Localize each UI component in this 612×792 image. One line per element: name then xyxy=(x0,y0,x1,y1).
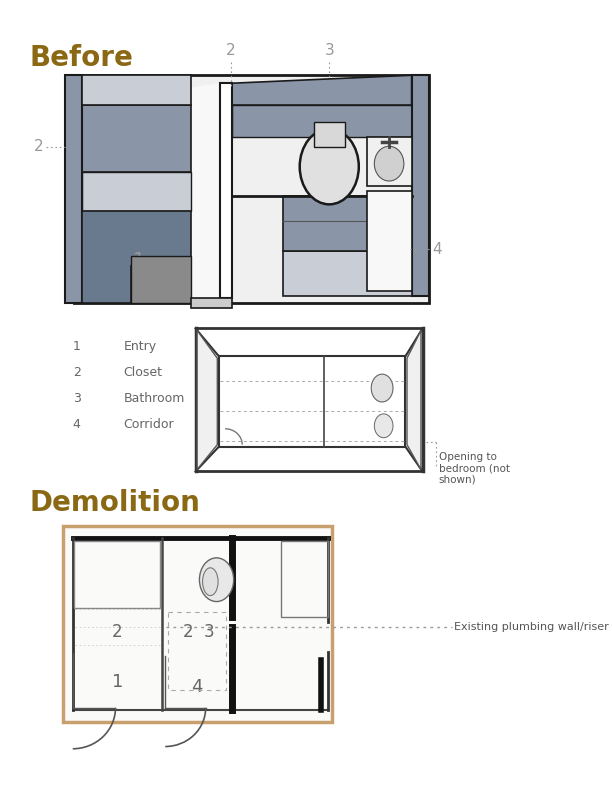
Polygon shape xyxy=(65,75,82,303)
Polygon shape xyxy=(82,172,191,211)
Polygon shape xyxy=(82,211,191,303)
Text: 2: 2 xyxy=(73,366,81,379)
Polygon shape xyxy=(412,75,429,295)
Text: 4: 4 xyxy=(192,678,203,696)
Polygon shape xyxy=(232,105,412,137)
Circle shape xyxy=(200,558,234,602)
Text: Entry: Entry xyxy=(123,341,157,353)
Polygon shape xyxy=(232,75,412,105)
Text: 4: 4 xyxy=(73,418,81,431)
Bar xyxy=(74,541,160,607)
Text: 2: 2 xyxy=(112,623,123,642)
Text: Corridor: Corridor xyxy=(123,418,174,431)
Polygon shape xyxy=(314,122,345,147)
Polygon shape xyxy=(65,75,429,303)
Bar xyxy=(281,541,327,618)
Text: Closet: Closet xyxy=(123,366,162,379)
Polygon shape xyxy=(82,83,220,301)
Text: Existing plumbing wall/riser: Existing plumbing wall/riser xyxy=(454,623,609,632)
Polygon shape xyxy=(283,196,412,251)
Circle shape xyxy=(375,414,393,438)
Text: 3: 3 xyxy=(73,392,81,405)
Text: 4: 4 xyxy=(432,242,441,257)
Text: Bathroom: Bathroom xyxy=(123,392,185,405)
Circle shape xyxy=(371,374,393,402)
Text: 3: 3 xyxy=(324,44,334,59)
Bar xyxy=(168,612,226,690)
Circle shape xyxy=(300,129,359,204)
Polygon shape xyxy=(367,137,412,186)
Text: 3: 3 xyxy=(203,623,214,642)
Polygon shape xyxy=(82,75,191,105)
Text: 2: 2 xyxy=(182,623,193,642)
Text: Demolition: Demolition xyxy=(30,489,201,517)
Polygon shape xyxy=(220,83,232,298)
Polygon shape xyxy=(283,251,412,295)
Ellipse shape xyxy=(375,147,404,181)
Text: Before: Before xyxy=(30,44,134,73)
Polygon shape xyxy=(407,330,421,470)
Polygon shape xyxy=(367,192,412,291)
Bar xyxy=(64,526,332,722)
Polygon shape xyxy=(191,298,232,307)
Ellipse shape xyxy=(203,568,218,596)
Polygon shape xyxy=(131,256,191,303)
Text: 2: 2 xyxy=(226,44,236,59)
Text: Opening to
bedroom (not
shown): Opening to bedroom (not shown) xyxy=(439,451,510,485)
Polygon shape xyxy=(197,330,217,470)
Text: 2: 2 xyxy=(34,139,43,154)
Text: 1: 1 xyxy=(133,251,145,270)
Text: 1: 1 xyxy=(112,673,123,691)
Polygon shape xyxy=(82,105,191,172)
Text: 1: 1 xyxy=(73,341,81,353)
